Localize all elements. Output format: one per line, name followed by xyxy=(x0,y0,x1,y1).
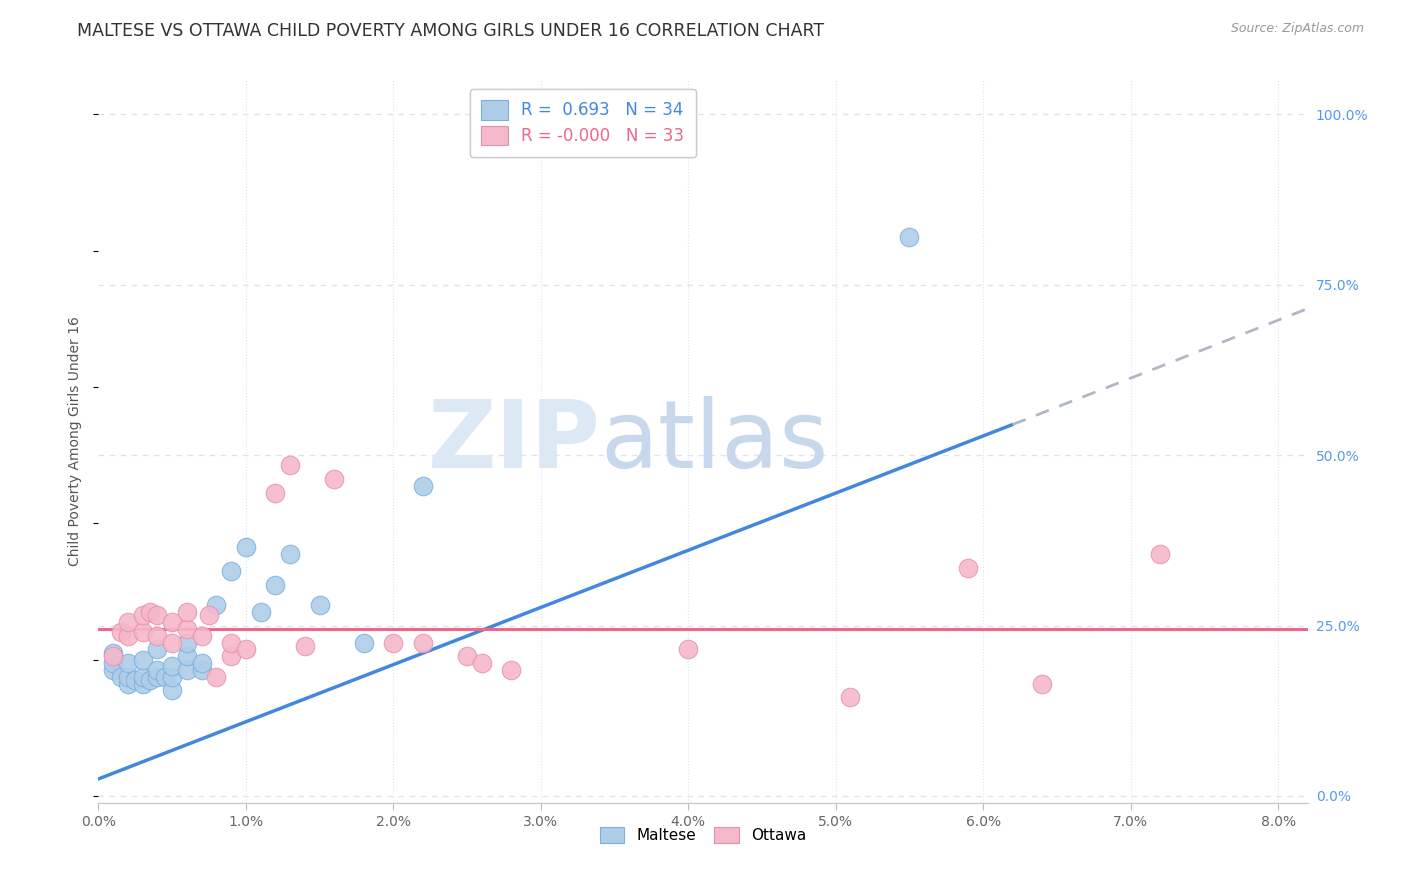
Point xyxy=(110,625,132,640)
Point xyxy=(176,605,198,619)
Point xyxy=(131,608,153,623)
Point xyxy=(323,472,346,486)
Legend: Maltese, Ottawa: Maltese, Ottawa xyxy=(593,821,813,849)
Point xyxy=(146,663,169,677)
Point xyxy=(382,635,405,649)
Text: atlas: atlas xyxy=(600,395,828,488)
Point xyxy=(294,639,316,653)
Point xyxy=(839,690,862,705)
Point xyxy=(160,659,183,673)
Point xyxy=(190,663,212,677)
Point xyxy=(501,663,523,677)
Point xyxy=(146,642,169,657)
Point xyxy=(456,649,478,664)
Text: ZIP: ZIP xyxy=(427,395,600,488)
Point xyxy=(957,560,980,574)
Point xyxy=(110,670,132,684)
Point xyxy=(412,479,434,493)
Point xyxy=(898,230,921,244)
Text: MALTESE VS OTTAWA CHILD POVERTY AMONG GIRLS UNDER 16 CORRELATION CHART: MALTESE VS OTTAWA CHILD POVERTY AMONG GI… xyxy=(77,22,824,40)
Point xyxy=(101,656,124,670)
Point xyxy=(412,635,434,649)
Point xyxy=(117,670,139,684)
Point xyxy=(176,649,198,664)
Point xyxy=(139,605,162,619)
Point xyxy=(101,663,124,677)
Text: Source: ZipAtlas.com: Source: ZipAtlas.com xyxy=(1230,22,1364,36)
Point xyxy=(117,615,139,630)
Point xyxy=(176,663,198,677)
Point xyxy=(160,635,183,649)
Y-axis label: Child Poverty Among Girls Under 16: Child Poverty Among Girls Under 16 xyxy=(69,317,83,566)
Point xyxy=(176,635,198,649)
Point xyxy=(117,629,139,643)
Point xyxy=(219,564,242,578)
Point xyxy=(146,670,169,684)
Point xyxy=(235,642,257,657)
Point xyxy=(219,649,242,664)
Point xyxy=(131,653,153,667)
Point xyxy=(1149,547,1171,561)
Point xyxy=(264,485,287,500)
Point xyxy=(124,673,146,687)
Point xyxy=(139,673,162,687)
Point xyxy=(278,547,301,561)
Point xyxy=(235,540,257,554)
Point xyxy=(153,670,176,684)
Point xyxy=(353,635,375,649)
Point xyxy=(190,656,212,670)
Point xyxy=(205,598,228,612)
Point xyxy=(146,629,169,643)
Point xyxy=(160,670,183,684)
Point xyxy=(198,608,221,623)
Point xyxy=(117,676,139,690)
Point xyxy=(678,642,700,657)
Point xyxy=(101,649,124,664)
Point xyxy=(249,605,271,619)
Point xyxy=(471,656,494,670)
Point xyxy=(131,670,153,684)
Point xyxy=(1031,676,1053,690)
Point xyxy=(278,458,301,473)
Point xyxy=(190,629,212,643)
Point xyxy=(219,635,242,649)
Point xyxy=(205,670,228,684)
Point xyxy=(308,598,330,612)
Point xyxy=(176,622,198,636)
Point xyxy=(160,615,183,630)
Point xyxy=(146,608,169,623)
Point xyxy=(131,676,153,690)
Point xyxy=(160,683,183,698)
Point xyxy=(131,625,153,640)
Point xyxy=(264,577,287,591)
Point xyxy=(101,646,124,660)
Point xyxy=(117,656,139,670)
